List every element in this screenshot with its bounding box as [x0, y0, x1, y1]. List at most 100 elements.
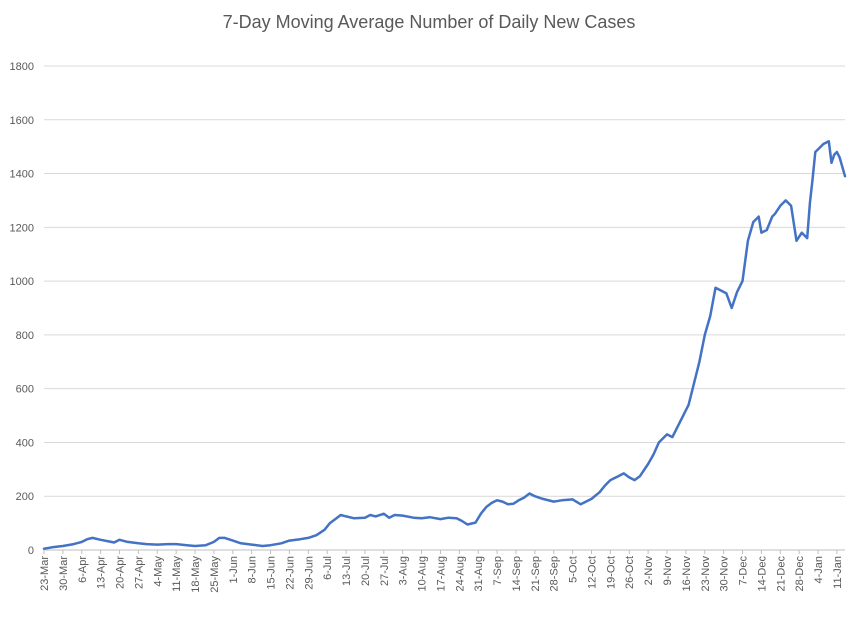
x-tick-label: 18-May: [190, 556, 202, 593]
data-point: [752, 221, 755, 223]
data-point: [383, 512, 385, 515]
data-point: [658, 441, 660, 444]
x-tick-label: 20-Jul: [360, 556, 372, 586]
x-tick-label: 3-Aug: [398, 556, 410, 585]
x-tick-label: 6-Jul: [322, 556, 334, 580]
y-tick-label: 800: [16, 330, 34, 342]
x-tick-label: 1-Jun: [228, 556, 240, 584]
data-point: [757, 215, 760, 218]
x-tick-label: 15-Jun: [266, 556, 278, 590]
data-point: [590, 498, 593, 500]
x-tick-label: 16-Nov: [681, 556, 693, 592]
data-point: [485, 506, 488, 508]
data-point: [91, 537, 94, 539]
data-point: [774, 213, 776, 215]
x-tick-label: 4-Jan: [813, 556, 825, 584]
chart-title: 7-Day Moving Average Number of Daily New…: [222, 12, 636, 32]
data-point: [250, 543, 253, 546]
data-point: [817, 148, 819, 151]
x-tick-label: 13-Jul: [341, 556, 353, 586]
data-point: [828, 140, 830, 143]
data-point: [99, 538, 102, 541]
x-tick-label: 13-Apr: [96, 556, 108, 589]
data-point: [439, 518, 442, 520]
x-tick-label: 21-Sep: [530, 556, 542, 591]
y-tick-label: 200: [16, 491, 34, 503]
x-tick-label: 23-Nov: [700, 556, 712, 592]
y-tick-label: 600: [16, 384, 34, 396]
data-point: [507, 503, 509, 506]
x-tick-label: 10-Aug: [417, 556, 429, 591]
data-point: [107, 540, 110, 543]
data-point: [703, 334, 706, 336]
data-point: [369, 514, 372, 516]
x-tick-label: 11-May: [171, 556, 183, 592]
data-point: [126, 541, 129, 543]
x-tick-label: 20-Apr: [115, 556, 127, 589]
data-point: [693, 382, 695, 385]
data-point: [687, 404, 690, 406]
data-point: [647, 463, 649, 465]
data-point: [833, 153, 836, 156]
x-tick-label: 4-May: [152, 556, 164, 587]
data-point: [822, 143, 825, 145]
data-point: [393, 514, 396, 516]
x-tick-label: 19-Oct: [605, 556, 617, 589]
data-point: [604, 484, 606, 487]
y-tick-label: 1000: [10, 276, 34, 288]
data-point: [80, 541, 83, 543]
data-point: [345, 515, 347, 518]
data-point: [623, 472, 625, 475]
data-point: [517, 499, 520, 502]
data-point: [844, 175, 846, 178]
x-tick-label: 24-Aug: [454, 556, 466, 591]
data-point: [628, 476, 631, 479]
data-point: [307, 537, 310, 539]
x-tick-label: 14-Dec: [756, 556, 768, 592]
data-point: [205, 544, 207, 546]
data-point: [698, 360, 701, 363]
data-point: [501, 500, 504, 503]
data-point: [412, 516, 415, 519]
data-point: [213, 541, 215, 543]
data-point: [323, 529, 326, 531]
y-tick-label: 1200: [10, 222, 34, 234]
data-point: [72, 543, 75, 545]
data-point: [671, 436, 674, 438]
x-tick-label: 7-Sep: [492, 556, 504, 585]
y-tick-label: 1600: [10, 115, 34, 127]
data-point: [806, 237, 809, 239]
data-point: [466, 523, 469, 526]
data-point: [269, 544, 272, 546]
data-point: [725, 292, 728, 295]
y-tick-label: 0: [28, 545, 34, 557]
data-point: [428, 516, 431, 518]
data-point: [231, 539, 234, 542]
data-point: [175, 543, 177, 545]
x-tick-label: 5-Oct: [568, 556, 580, 583]
data-point: [186, 544, 188, 546]
data-point: [480, 512, 482, 515]
y-tick-label: 1400: [10, 169, 34, 181]
data-point: [779, 205, 782, 207]
data-point: [223, 537, 226, 539]
data-point: [496, 499, 498, 502]
series-line: [42, 140, 847, 550]
data-point: [741, 280, 744, 282]
data-point: [455, 517, 458, 520]
data-point: [830, 162, 833, 164]
x-tick-label: 28-Dec: [794, 556, 806, 592]
data-point: [528, 492, 531, 495]
data-point: [461, 520, 463, 522]
data-point: [720, 289, 722, 292]
data-point: [760, 231, 763, 234]
x-tick-label: 17-Aug: [435, 556, 447, 591]
x-tick-label: 2-Nov: [643, 556, 655, 586]
data-point: [811, 178, 814, 180]
data-point: [709, 315, 711, 317]
x-tick-label: 30-Mar: [58, 556, 70, 591]
data-point: [790, 205, 792, 207]
data-point: [579, 503, 582, 506]
data-point: [814, 151, 817, 153]
data-point: [682, 414, 684, 417]
